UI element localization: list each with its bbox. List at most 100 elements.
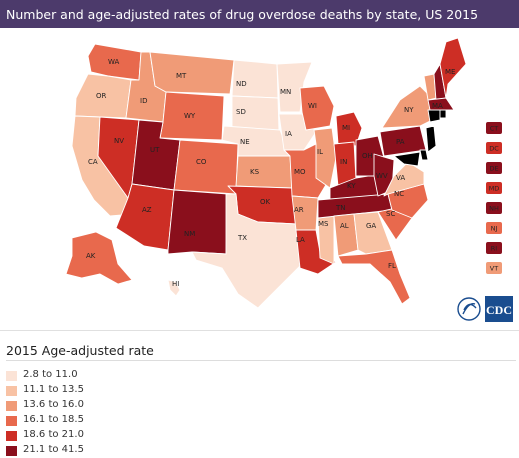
tile-MD[interactable] [486,182,502,194]
state-label-HI: HI [172,280,179,288]
tile-CT[interactable] [486,122,502,134]
tile-label-RI: RI [491,245,498,253]
state-MT[interactable] [149,51,235,95]
legend-label: 16.1 to 18.5 [23,414,84,425]
cdc-logo: CDC [457,296,513,322]
tile-VT[interactable] [486,262,502,274]
state-label-ME: ME [445,68,455,76]
state-label-TN: TN [335,204,346,212]
state-label-SD: SD [236,108,246,116]
state-NM[interactable] [167,189,229,255]
state-label-NC: NC [394,190,404,198]
small-state-tiles: CT DC DE MD NH NJ RI VT [486,122,502,274]
state-label-WY: WY [184,112,196,120]
state-label-NM: NM [184,230,195,238]
state-label-MN: MN [280,88,291,96]
legend-label: 21.1 to 41.5 [23,444,84,455]
state-label-LA: LA [296,236,305,244]
state-label-TX: TX [237,234,247,242]
hhs-eagle-icon [457,297,481,321]
tile-NJ[interactable] [486,222,502,234]
state-label-WA: WA [108,58,120,66]
state-WY[interactable] [159,91,225,141]
cdc-logo-text: CDC [486,303,512,317]
tile-NH[interactable] [486,202,502,214]
map-title: Number and age-adjusted rates of drug ov… [6,7,479,22]
state-label-NE: NE [240,138,250,146]
legend-label: 11.1 to 13.5 [23,384,84,395]
state-label-AZ: AZ [142,206,152,214]
state-label-MS: MS [318,220,329,228]
legend-title: 2015 Age-adjusted rate [6,343,154,358]
state-label-SC: SC [386,210,395,218]
state-label-CA: CA [88,158,98,166]
state-label-WV: WV [376,172,388,180]
state-label-OH: OH [362,152,373,160]
state-DE[interactable] [419,149,429,161]
state-LA[interactable] [295,229,337,275]
state-ND[interactable] [231,59,279,99]
state-KS[interactable] [235,155,293,189]
tile-label-DE: DE [489,165,498,173]
state-FL[interactable] [337,249,411,305]
state-label-OK: OK [260,198,271,206]
state-TX[interactable] [191,193,303,309]
state-label-ND: ND [236,80,247,88]
state-label-PA: PA [396,138,405,146]
state-label-IA: IA [285,130,292,138]
state-label-MT: MT [176,72,187,80]
title-bar: Number and age-adjusted rates of drug ov… [0,0,519,28]
state-VA[interactable] [383,161,425,197]
tile-label-NJ: NJ [491,225,498,233]
tile-RI[interactable] [486,242,502,254]
state-label-AL: AL [340,222,349,230]
tile-label-VT: VT [490,265,498,273]
state-label-MO: MO [294,168,306,176]
state-label-NV: NV [114,137,124,145]
state-label-AK: AK [86,252,96,260]
state-label-NY: NY [404,106,414,114]
legend-swatch [6,401,17,411]
state-label-CO: CO [196,158,207,166]
us-map: WA OR CA NV ID MT WY UT AZ CO NM ND SD N… [65,37,502,309]
state-MD[interactable] [393,151,421,167]
state-label-FL: FL [388,262,396,270]
tile-label-CT: CT [490,125,499,133]
state-label-VA: VA [396,174,405,182]
map-panel: WA OR CA NV ID MT WY UT AZ CO NM ND SD N… [0,28,519,328]
state-label-IN: IN [340,158,347,166]
state-MA[interactable] [427,97,455,111]
legend-swatch [6,416,17,426]
state-WI[interactable] [299,85,335,131]
state-label-MI: MI [342,124,350,132]
tile-label-MD: MD [489,185,500,193]
tile-DC[interactable] [486,142,502,154]
state-RI[interactable] [439,109,447,119]
state-label-MA: MA [432,102,443,110]
state-label-UT: UT [150,146,160,154]
state-NJ[interactable] [425,125,437,153]
state-label-KS: KS [250,168,260,176]
tile-label-DC: DC [489,145,499,153]
legend-label: 18.6 to 21.0 [23,429,84,440]
legend-label: 2.8 to 11.0 [23,369,78,380]
state-HI[interactable] [167,279,181,297]
legend-swatch [6,431,17,441]
legend-swatch [6,446,17,456]
state-label-KY: KY [347,182,356,190]
state-label-OR: OR [96,92,107,100]
legend-swatch [6,371,17,381]
state-AK[interactable] [65,231,133,285]
state-MI[interactable] [335,111,363,147]
state-IL[interactable] [313,127,337,189]
state-label-IL: IL [317,148,323,156]
state-label-WI: WI [308,102,317,110]
tile-DE[interactable] [486,162,502,174]
state-label-AR: AR [294,206,304,214]
state-label-ID: ID [140,97,147,105]
legend-swatch [6,386,17,396]
state-label-GA: GA [366,222,376,230]
state-CT[interactable] [427,109,441,123]
legend-label: 13.6 to 16.0 [23,399,84,410]
tile-label-NH: NH [489,205,499,213]
